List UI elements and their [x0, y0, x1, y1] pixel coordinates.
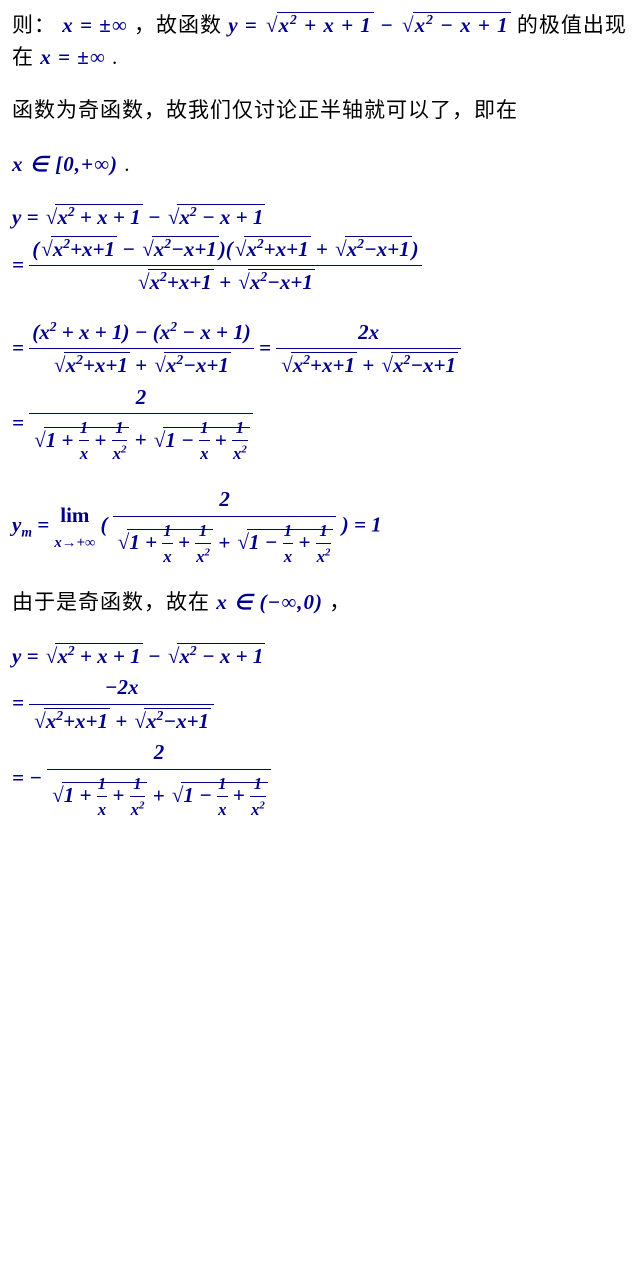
deriv-neg: y = x2 + x + 1 − x2 − x + 1 = −2x x2+x+1… [12, 641, 628, 822]
txt: 则： [12, 13, 56, 37]
para-4: 由于是奇函数，故在 x ∈ (−∞,0) ， [12, 587, 628, 619]
txt: 函数为奇函数，故我们仅讨论正半轴就可以了，即在 [12, 98, 518, 122]
para-2b: x ∈ [0,+∞) . [12, 149, 628, 181]
txt: . [112, 45, 118, 69]
math-range-neg: x ∈ (−∞,0) [216, 590, 323, 614]
math-x-pm-inf: x = ±∞ [62, 13, 127, 37]
deriv-1: y = x2 + x + 1 − x2 − x + 1 = (x2+x+1 − … [12, 202, 628, 299]
sub-m: m [21, 525, 32, 540]
txt: . [124, 152, 130, 176]
math-range-pos: x ∈ [0,+∞) [12, 152, 118, 176]
para-1: 则： x = ±∞ ，故函数 y = x2 + x + 1 − x2 − x +… [12, 10, 628, 73]
lim-icon: lim x→+∞ [54, 500, 95, 554]
txt: ， [329, 590, 351, 614]
num-2x: 2x [276, 317, 461, 349]
deriv-2: = (x2 + x + 1) − (x2 − x + 1) x2+x+1 + x… [12, 317, 628, 467]
num-2: 2 [29, 382, 253, 414]
para-2: 函数为奇函数，故我们仅讨论正半轴就可以了，即在 [12, 95, 628, 127]
math-y-def: y = x2 + x + 1 − x2 − x + 1 [228, 13, 517, 37]
limit-line: ym = lim x→+∞ ( 2 1 + 1x + 1x2 + 1 − 1x … [12, 484, 628, 569]
txt: ，故函数 [134, 13, 228, 37]
txt: 由于是奇函数，故在 [12, 590, 216, 614]
eq1-result: = 1 [354, 513, 382, 537]
num-neg2x: −2x [29, 672, 214, 704]
math-x-pm-inf-2: x = ±∞ [40, 45, 105, 69]
